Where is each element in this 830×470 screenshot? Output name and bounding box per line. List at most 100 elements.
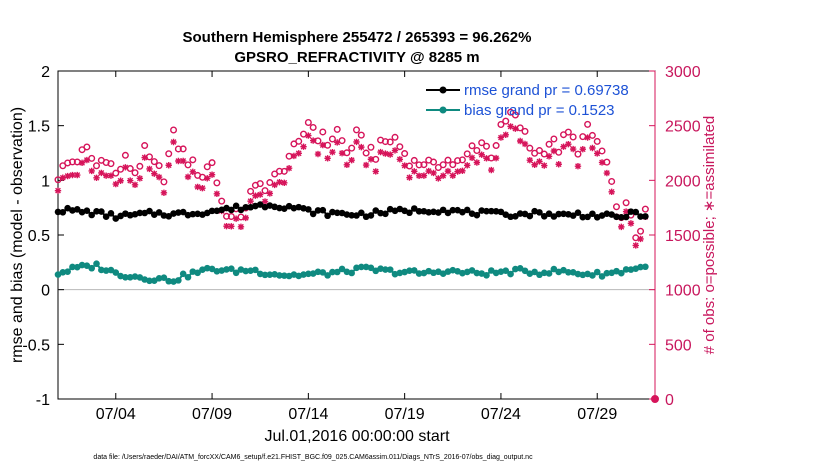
y-left-tick-label: 1	[41, 173, 50, 190]
obs-possible-marker	[362, 149, 370, 157]
obs-assimilated-marker	[497, 134, 505, 141]
obs-possible-marker	[396, 143, 404, 151]
rmse-point	[483, 207, 490, 215]
obs-assimilated-marker	[54, 187, 62, 194]
obs-possible-marker	[468, 142, 476, 150]
obs-assimilated-marker	[74, 171, 81, 179]
rmse-point	[353, 212, 360, 219]
bias-point	[521, 267, 529, 275]
rmse-point	[410, 205, 418, 212]
obs-assimilated-marker	[468, 154, 476, 162]
obs-assimilated-marker	[367, 156, 375, 163]
obs-possible-marker	[141, 142, 149, 150]
rmse-point	[175, 209, 182, 216]
obs-assimilated-marker	[165, 162, 172, 169]
obs-assimilated-marker	[579, 146, 586, 153]
obs-possible-marker	[174, 145, 182, 153]
obs-assimilated-marker	[411, 168, 418, 175]
obs-assimilated-marker	[194, 183, 201, 191]
obs-assimilated-marker	[83, 156, 91, 164]
left-axis-group: -1 -0.5 0 0.5 1 1.5 2	[22, 64, 64, 409]
obs-possible-marker	[593, 137, 601, 145]
obs-assimilated-marker	[353, 138, 360, 146]
rmse-point	[146, 207, 153, 215]
y-left-tick-label: -1	[36, 392, 50, 409]
obs-assimilated-marker	[478, 151, 485, 158]
y-left-tick-label: 2	[41, 64, 50, 81]
rmse-point	[305, 206, 312, 213]
obs-assimilated-marker	[122, 164, 129, 171]
obs-possible-marker	[516, 124, 524, 132]
x-tick-label: 07/24	[481, 406, 521, 423]
rmse-point	[497, 208, 505, 216]
rmse-point	[415, 208, 423, 215]
rmse-point	[555, 210, 563, 218]
obs-assimilated-marker	[569, 145, 577, 153]
rmse-point	[449, 206, 457, 214]
rmse-point	[228, 206, 235, 214]
obs-possible-marker	[526, 144, 534, 152]
obs-possible-marker	[213, 179, 221, 187]
obs-assimilated-marker	[102, 172, 110, 179]
bias-point	[69, 263, 76, 271]
obs-possible-marker	[391, 133, 399, 141]
obs-assimilated-marker	[295, 150, 302, 157]
footnote-data-file: data file: /Users/raeder/DAI/ATM_forcXX/…	[93, 454, 533, 461]
rmse-point	[208, 207, 216, 215]
y-axis-right-label: # of obs: o=possible; ∗=assimilated	[701, 116, 718, 355]
obs-possible-marker	[208, 159, 216, 167]
obs-possible-marker	[511, 111, 519, 119]
bias-point	[64, 268, 71, 275]
obs-possible-marker	[521, 127, 529, 135]
obs-possible-marker	[261, 187, 269, 195]
obs-possible-marker	[319, 128, 327, 136]
obs-assimilated-marker	[146, 165, 153, 173]
rmse-point	[179, 208, 187, 216]
obs-assimilated-marker	[598, 159, 606, 166]
bias-point	[358, 263, 365, 271]
obs-possible-marker	[478, 139, 486, 147]
obs-possible-marker	[458, 156, 466, 164]
rmse-point	[73, 206, 81, 213]
y-right-tick-label: 2000	[665, 173, 701, 190]
obs-assimilated-marker	[208, 171, 216, 178]
bias-point	[280, 272, 288, 279]
bias-point	[88, 264, 96, 272]
bias-point	[531, 268, 538, 276]
obs-possible-marker	[598, 147, 606, 155]
bias-point	[98, 266, 105, 274]
obs-assimilated-marker	[565, 140, 572, 148]
obs-assimilated-marker	[78, 159, 86, 167]
obs-assimilated-marker	[213, 190, 221, 198]
bias-point	[324, 272, 331, 279]
bias-point	[512, 265, 519, 273]
y-left-tick-label: 1.5	[28, 119, 50, 136]
x-tick-label: 07/29	[577, 406, 617, 423]
obs-assimilated-marker	[348, 156, 355, 164]
y-right-tick-label: 2500	[665, 119, 701, 136]
rmse-point	[545, 210, 553, 218]
legend-bias-label: bias grand pr = 0.1523	[464, 102, 615, 119]
rmse-point	[107, 210, 115, 217]
bias-point	[319, 269, 327, 276]
bias-point	[160, 274, 168, 281]
rmse-point	[642, 213, 649, 220]
y-left-tick-label: 0	[41, 283, 50, 300]
bias-point	[550, 265, 558, 273]
obs-possible-marker	[348, 144, 356, 152]
rmse-point	[59, 208, 67, 216]
obs-possible-marker	[73, 158, 81, 166]
obs-possible-marker	[145, 153, 153, 161]
bias-point	[184, 273, 192, 281]
obs-possible-marker	[430, 158, 438, 166]
obs-possible-marker	[535, 147, 543, 155]
rmse-point	[579, 213, 587, 221]
obs-assimilated-marker	[232, 215, 240, 222]
obs-assimilated-marker	[401, 162, 408, 169]
obs-possible-marker	[324, 141, 332, 149]
rmse-point	[584, 213, 591, 221]
bias-point	[415, 270, 423, 277]
rmse-point	[98, 208, 105, 215]
obs-assimilated-marker	[69, 171, 76, 179]
rmse-point	[54, 208, 62, 216]
